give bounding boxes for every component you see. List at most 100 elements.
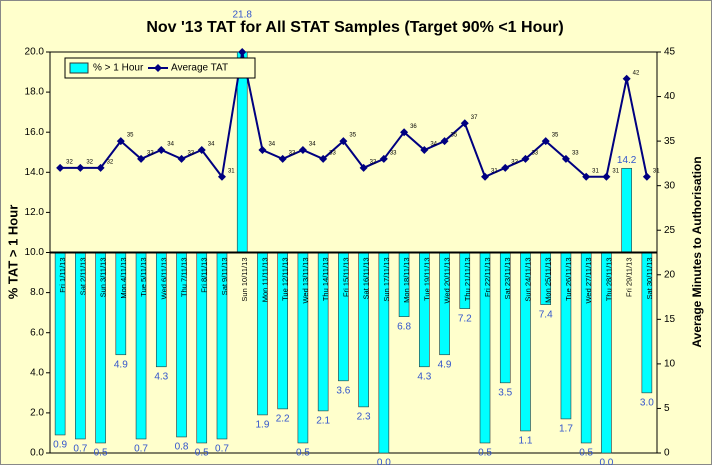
x-tick-label: Fri 22/11/13 — [483, 258, 492, 297]
line-marker — [197, 146, 206, 155]
y2-tick-label: 25 — [664, 225, 676, 236]
y-tick-label: 10.0 — [25, 247, 45, 258]
line-marker — [177, 154, 186, 163]
x-tick-label: Tue 19/11/13 — [422, 258, 431, 301]
line-value-label: 31 — [653, 168, 660, 174]
line-marker — [561, 154, 570, 163]
x-tick-label: Sun 10/11/13 — [240, 258, 249, 302]
bar-value-label: 4.9 — [114, 359, 128, 370]
y-tick-label: 18.0 — [25, 87, 45, 98]
line-value-label: 32 — [511, 159, 518, 165]
x-tick-label: Sun 3/11/13 — [99, 258, 108, 298]
line-value-label: 31 — [491, 168, 498, 174]
legend-label: Average TAT — [171, 63, 228, 74]
x-tick-label: Wed 20/11/13 — [443, 258, 452, 304]
x-tick-label: Mon 11/11/13 — [260, 258, 269, 303]
line-marker — [359, 163, 368, 172]
line-marker — [96, 163, 105, 172]
line-value-label: 33 — [531, 151, 538, 157]
line-marker — [622, 74, 631, 83]
y-tick-label: 14.0 — [25, 167, 45, 178]
line-value-label: 34 — [268, 142, 275, 148]
y2-tick-label: 5 — [664, 403, 670, 414]
line-value-label: 33 — [147, 151, 154, 157]
y-tick-label: 8.0 — [30, 287, 44, 298]
bar-value-label: 0.5 — [579, 448, 593, 459]
y-tick-label: 6.0 — [30, 327, 44, 338]
line-value-label: 32 — [107, 159, 114, 165]
line-marker — [582, 172, 591, 181]
line-value-label: 32 — [86, 159, 93, 165]
bar-value-label: 4.9 — [438, 359, 452, 370]
x-tick-label: Fri 1/11/13 — [58, 258, 67, 293]
bar-value-label: 3.0 — [640, 397, 654, 408]
legend-swatch — [69, 62, 89, 74]
x-tick-label: Fri 15/11/13 — [341, 258, 350, 297]
x-tick-label: Sun 17/11/13 — [382, 258, 391, 302]
line-marker — [157, 146, 166, 155]
x-tick-label: Wed 13/11/13 — [301, 258, 310, 304]
x-tick-label: Mon 25/11/13 — [544, 258, 553, 303]
legend-swatch — [154, 64, 162, 72]
line-marker — [521, 154, 530, 163]
x-tick-label: Sun 24/11/13 — [523, 258, 532, 302]
y2-tick-label: 15 — [664, 314, 676, 325]
bar-value-label: 7.2 — [458, 313, 472, 324]
line — [60, 51, 648, 180]
line-marker — [238, 48, 247, 56]
line-marker — [460, 119, 469, 128]
x-tick-label: Fri 8/11/13 — [200, 258, 209, 293]
line-marker — [339, 137, 348, 146]
y2-tick-label: 40 — [664, 91, 676, 102]
y-tick-label: 4.0 — [30, 367, 44, 378]
line-value-label: 42 — [633, 70, 640, 76]
y2-tick-label: 0 — [664, 448, 670, 459]
y2-tick-label: 20 — [664, 269, 676, 280]
x-tick-label: Sat 23/11/13 — [503, 258, 512, 300]
line-value-label: 33 — [289, 151, 296, 157]
line-value-label: 35 — [552, 133, 559, 139]
bar — [621, 167, 632, 253]
bar-value-label: 0.7 — [73, 444, 87, 455]
bar-value-label: 1.9 — [255, 420, 269, 431]
x-tick-label: Mon 18/11/13 — [402, 258, 411, 303]
line-marker — [400, 128, 409, 137]
x-tick-label: Tue 26/11/13 — [564, 258, 573, 301]
line-marker — [602, 172, 611, 181]
bar-value-label: 0.7 — [215, 444, 229, 455]
line-marker — [642, 172, 651, 181]
bar-value-label: 4.3 — [154, 371, 168, 382]
y-tick-label: 20.0 — [25, 47, 45, 58]
line-marker — [319, 154, 328, 163]
y2-tick-label: 10 — [664, 359, 676, 370]
line-value-label: 35 — [451, 133, 458, 139]
bar-value-label: 0.5 — [478, 448, 492, 459]
line-value-label: 35 — [349, 133, 356, 139]
line-marker — [420, 146, 429, 155]
line-value-label: 34 — [430, 142, 437, 148]
line-value-label: 35 — [127, 133, 134, 139]
x-tick-label: Thu 21/11/13 — [463, 258, 472, 302]
line-value-label: 31 — [592, 168, 599, 174]
x-tick-label: Thu 7/11/13 — [180, 258, 189, 297]
line-marker — [76, 163, 85, 172]
y2-axis-label: Average Minutes to Authorisation — [690, 156, 704, 347]
y-tick-label: 12.0 — [25, 207, 45, 218]
line-value-label: 33 — [188, 151, 195, 157]
line-value-label: 37 — [471, 115, 478, 121]
bar-value-label: 14.2 — [617, 155, 637, 166]
line-marker — [298, 146, 307, 155]
y-tick-label: 16.0 — [25, 127, 45, 138]
line-value-label: 34 — [208, 142, 215, 148]
bar — [236, 51, 248, 253]
x-tick-label: Fri 29/11/13 — [625, 258, 634, 297]
line-marker — [56, 163, 65, 172]
x-tick-label: Thu 14/11/13 — [321, 258, 330, 302]
legend-label: % > 1 Hour — [93, 63, 144, 74]
y2-tick-label: 30 — [664, 180, 676, 191]
bar-value-label: 21.8 — [232, 10, 252, 21]
x-tick-label: Sat 16/11/13 — [362, 258, 371, 300]
x-tick-label: Thu 28/11/13 — [604, 258, 613, 302]
line-value-label: 36 — [410, 124, 417, 130]
